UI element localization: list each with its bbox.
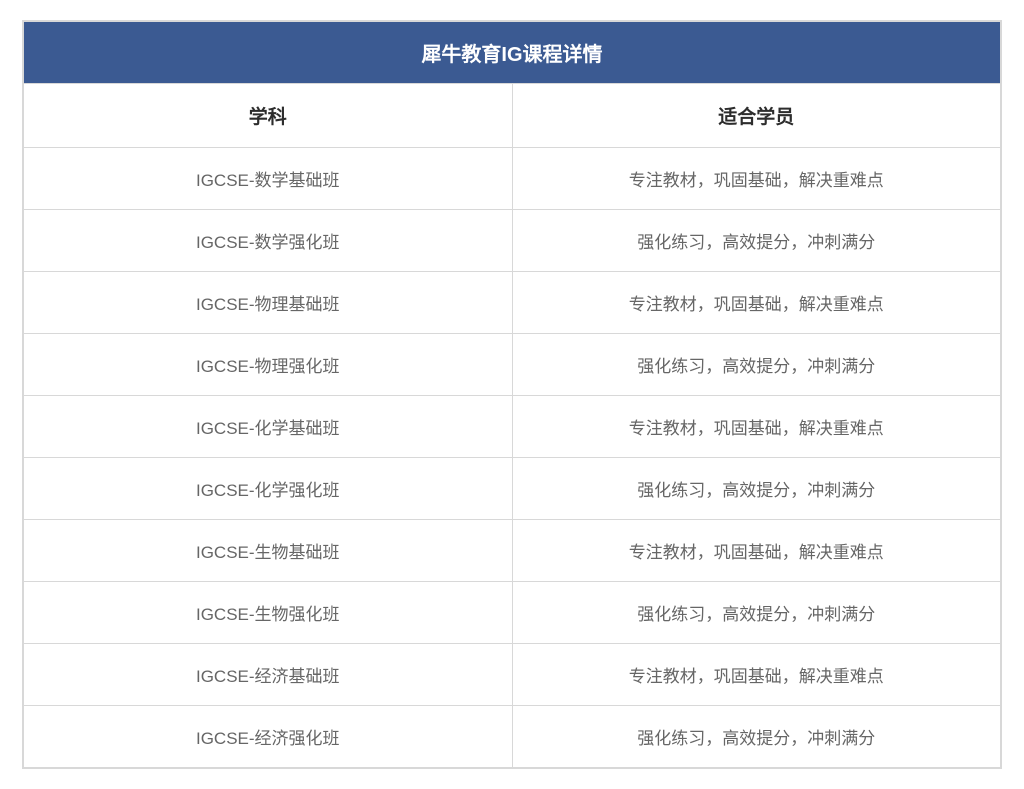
subject-cell: IGCSE-经济基础班 (23, 644, 512, 706)
description-cell: 强化练习，高效提分，冲刺满分 (512, 582, 1002, 644)
course-table: 犀牛教育IG课程详情 学科 适合学员 IGCSE-数学基础班 专注教材，巩固基础… (22, 20, 1002, 769)
description-cell: 专注教材，巩固基础，解决重难点 (512, 396, 1002, 458)
column-header-student: 适合学员 (512, 84, 1002, 148)
subject-cell: IGCSE-物理基础班 (23, 272, 512, 334)
table-row: IGCSE-数学基础班 专注教材，巩固基础，解决重难点 (23, 148, 1001, 210)
description-cell: 专注教材，巩固基础，解决重难点 (512, 520, 1002, 582)
table-header-row: 学科 适合学员 (23, 84, 1001, 148)
column-header-subject: 学科 (23, 84, 512, 148)
table-row: IGCSE-生物强化班 强化练习，高效提分，冲刺满分 (23, 582, 1001, 644)
subject-cell: IGCSE-化学强化班 (23, 458, 512, 520)
table-row: IGCSE-经济基础班 专注教材，巩固基础，解决重难点 (23, 644, 1001, 706)
table-row: IGCSE-数学强化班 强化练习，高效提分，冲刺满分 (23, 210, 1001, 272)
subject-cell: IGCSE-化学基础班 (23, 396, 512, 458)
subject-cell: IGCSE-物理强化班 (23, 334, 512, 396)
table-row: IGCSE-化学强化班 强化练习，高效提分，冲刺满分 (23, 458, 1001, 520)
subject-cell: IGCSE-数学基础班 (23, 148, 512, 210)
table-title: 犀牛教育IG课程详情 (23, 21, 1001, 84)
description-cell: 专注教材，巩固基础，解决重难点 (512, 644, 1002, 706)
table-row: IGCSE-化学基础班 专注教材，巩固基础，解决重难点 (23, 396, 1001, 458)
description-cell: 强化练习，高效提分，冲刺满分 (512, 706, 1002, 768)
description-cell: 强化练习，高效提分，冲刺满分 (512, 458, 1002, 520)
table-row: IGCSE-经济强化班 强化练习，高效提分，冲刺满分 (23, 706, 1001, 768)
subject-cell: IGCSE-生物基础班 (23, 520, 512, 582)
subject-cell: IGCSE-数学强化班 (23, 210, 512, 272)
table-row: IGCSE-物理强化班 强化练习，高效提分，冲刺满分 (23, 334, 1001, 396)
description-cell: 强化练习，高效提分，冲刺满分 (512, 210, 1002, 272)
description-cell: 专注教材，巩固基础，解决重难点 (512, 272, 1002, 334)
subject-cell: IGCSE-生物强化班 (23, 582, 512, 644)
table-row: IGCSE-生物基础班 专注教材，巩固基础，解决重难点 (23, 520, 1001, 582)
subject-cell: IGCSE-经济强化班 (23, 706, 512, 768)
description-cell: 强化练习，高效提分，冲刺满分 (512, 334, 1002, 396)
table-row: IGCSE-物理基础班 专注教材，巩固基础，解决重难点 (23, 272, 1001, 334)
description-cell: 专注教材，巩固基础，解决重难点 (512, 148, 1002, 210)
